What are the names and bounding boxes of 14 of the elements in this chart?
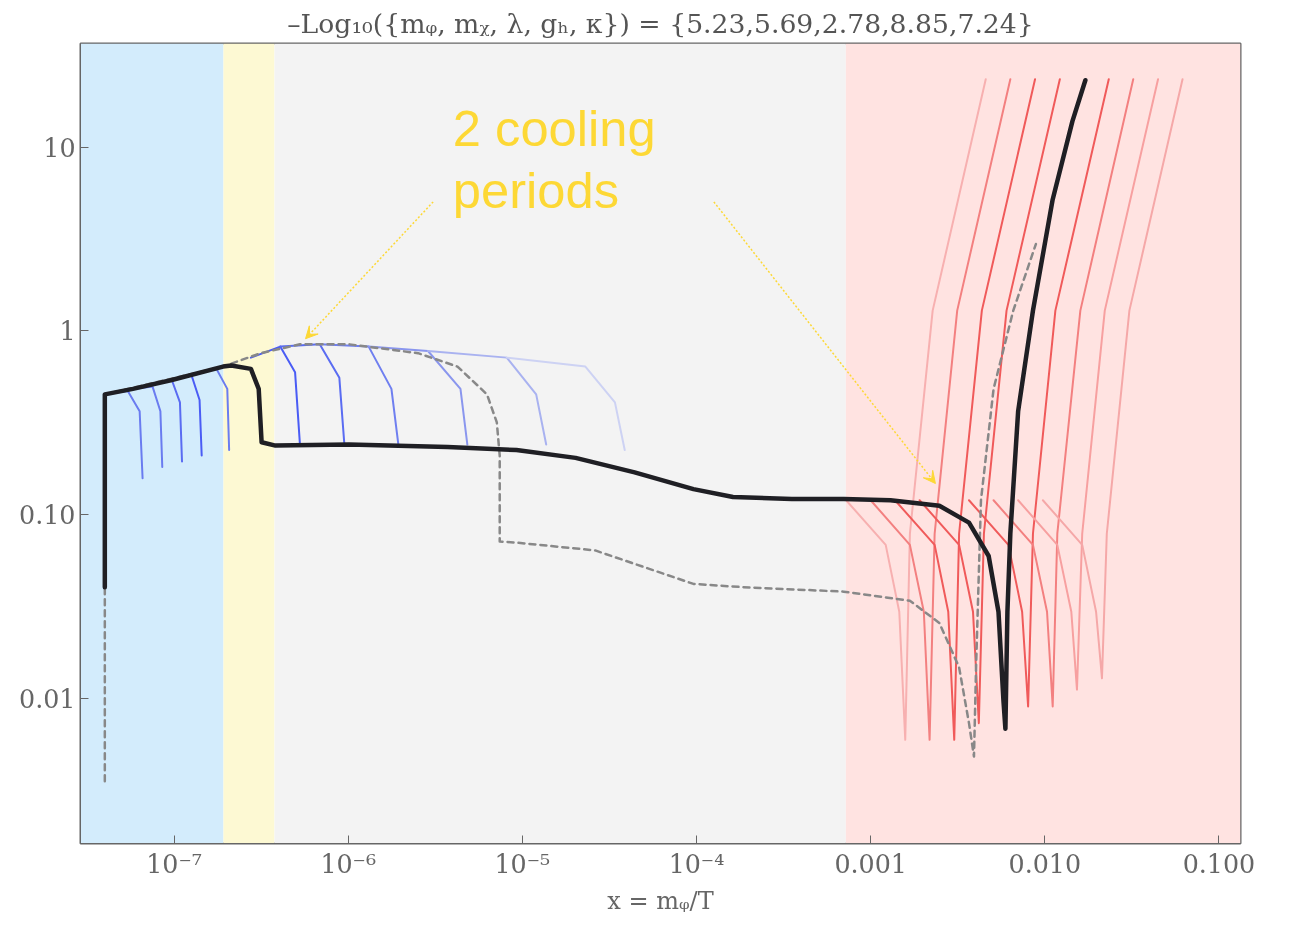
y-tick-label: 0.01 <box>19 684 76 715</box>
x-tick-label: 0.010 <box>1008 848 1082 879</box>
x-axis-title: x = mᵩ/T <box>607 886 714 915</box>
x-tick-label: 10⁻⁷ <box>146 848 203 879</box>
x-tick-label: 0.001 <box>834 848 907 879</box>
y-tick-label: 0.10 <box>19 500 76 531</box>
chart-title: –Log₁₀({mᵩ, mᵪ, λ, gₕ, κ}) = {5.23,5.69,2.78,8.85,7.24} <box>287 7 1034 39</box>
y-tick-label: 1 <box>59 316 76 347</box>
annotation: 2 cooling periods <box>452 99 656 220</box>
x-tick-label: 0.100 <box>1182 848 1256 879</box>
y-tick-label: 10 <box>43 132 76 163</box>
x-tick-label: 10⁻⁵ <box>494 848 551 879</box>
x-tick-label: 10⁻⁴ <box>668 848 725 879</box>
x-tick-label: 10⁻⁶ <box>320 848 377 879</box>
